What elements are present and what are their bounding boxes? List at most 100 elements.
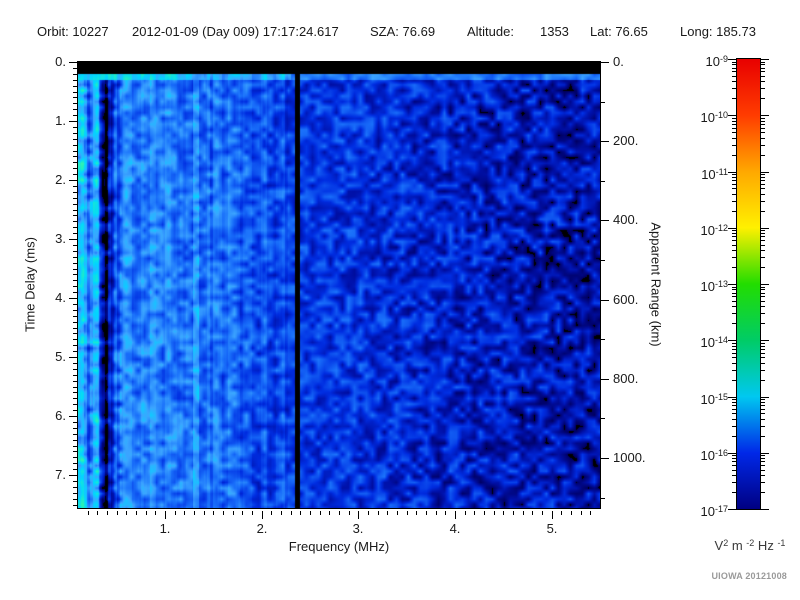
colorbar-minor-tick (761, 184, 765, 185)
x-axis-minor-tick (523, 511, 524, 515)
y-left-minor-tick (73, 280, 77, 281)
x-axis-minor-tick (146, 511, 147, 515)
colorbar-minor-tick (732, 419, 736, 420)
colorbar-minor-tick (732, 88, 736, 89)
colorbar-minor-tick (761, 174, 765, 175)
y-left-minor-tick (73, 434, 77, 435)
colorbar-minor-tick (732, 405, 736, 406)
colorbar-minor-tick (732, 346, 736, 347)
y-right-major-tick (601, 458, 609, 459)
colorbar-minor-tick (761, 455, 765, 456)
colorbar-major-tick (761, 284, 769, 285)
colorbar-minor-tick (761, 470, 765, 471)
colorbar-minor-tick (732, 289, 736, 290)
x-axis-minor-tick (465, 511, 466, 515)
y-left-minor-tick (73, 398, 77, 399)
y-right-major-tick (601, 62, 609, 63)
y-left-minor-tick (73, 227, 77, 228)
y-left-minor-tick (73, 499, 77, 500)
colorbar-minor-tick (761, 296, 765, 297)
colorbar-minor-tick (732, 180, 736, 181)
colorbar-minor-tick (761, 211, 765, 212)
colorbar-minor-tick (732, 461, 736, 462)
y-left-minor-tick (73, 451, 77, 452)
colorbar-minor-tick (732, 236, 736, 237)
colorbar-minor-tick (732, 470, 736, 471)
y-left-tick-label: 6. (55, 408, 66, 423)
x-axis-minor-tick (571, 511, 572, 515)
y-left-minor-tick (73, 186, 77, 187)
y-left-minor-tick (73, 422, 77, 423)
colorbar-minor-tick (732, 138, 736, 139)
colorbar-minor-tick (732, 98, 736, 99)
altitude-field: Altitude: 1353 (467, 24, 569, 39)
datetime-field: 2012-01-09 (Day 009) 17:17:24.617 (132, 24, 339, 39)
x-axis-minor-tick (329, 511, 330, 515)
y-left-minor-tick (73, 174, 77, 175)
long-value: 185.73 (716, 24, 756, 39)
colorbar-minor-tick (761, 475, 765, 476)
x-axis-label: Frequency (MHz) (288, 539, 390, 554)
y-left-minor-tick (73, 375, 77, 376)
colorbar-minor-tick (732, 81, 736, 82)
y-right-tick-label: 200. (613, 133, 639, 148)
y-right-major-tick (601, 220, 609, 221)
colorbar-minor-tick (761, 188, 765, 189)
colorbar-minor-tick (761, 76, 765, 77)
y-left-minor-tick (73, 404, 77, 405)
colorbar-tick-label: 10-9 (705, 54, 728, 69)
y-left-minor-tick (73, 103, 77, 104)
colorbar-minor-tick (761, 399, 765, 400)
y-right-minor-tick (601, 498, 605, 499)
x-axis-tick-label: 4. (449, 521, 461, 536)
y-right-tick-label: 1000. (613, 450, 646, 465)
sza-field: SZA: 76.69 (370, 24, 435, 39)
colorbar-minor-tick (732, 475, 736, 476)
x-axis-minor-tick (88, 511, 89, 515)
colorbar-minor-tick (732, 402, 736, 403)
x-axis-major-tick (358, 511, 359, 519)
colorbar-minor-tick (732, 296, 736, 297)
colorbar-minor-tick (761, 64, 765, 65)
y-right-minor-tick (601, 418, 605, 419)
colorbar-minor-tick (732, 492, 736, 493)
colorbar-major-tick (761, 397, 769, 398)
colorbar-minor-tick (761, 492, 765, 493)
colorbar-minor-tick (732, 201, 736, 202)
colorbar-minor-tick (732, 409, 736, 410)
y-left-tick-label: 3. (55, 231, 66, 246)
colorbar-minor-tick (761, 313, 765, 314)
y-left-minor-tick (73, 251, 77, 252)
y-left-tick-label: 7. (55, 467, 66, 482)
colorbar-minor-tick (732, 323, 736, 324)
colorbar-minor-tick (761, 230, 765, 231)
y-left-minor-tick (73, 505, 77, 506)
colorbar-minor-tick (732, 145, 736, 146)
colorbar-minor-tick (732, 233, 736, 234)
y-left-minor-tick (73, 198, 77, 199)
x-axis-minor-tick (107, 511, 108, 515)
colorbar-minor-tick (761, 68, 765, 69)
colorbar (736, 58, 761, 510)
y-left-minor-tick (73, 263, 77, 264)
y-left-minor-tick (73, 469, 77, 470)
x-axis-major-tick (262, 511, 263, 519)
y-left-major-tick (69, 180, 77, 181)
colorbar-minor-tick (761, 413, 765, 414)
x-axis-minor-tick (426, 511, 427, 515)
colorbar-minor-tick (732, 68, 736, 69)
colorbar-major-tick (728, 115, 736, 116)
colorbar-minor-tick (732, 293, 736, 294)
x-axis-minor-tick (378, 511, 379, 515)
y-left-minor-tick (73, 97, 77, 98)
x-axis-minor-tick (97, 511, 98, 515)
colorbar-minor-tick (732, 343, 736, 344)
colorbar-major-tick (761, 453, 769, 454)
orbit-field: Orbit: 10227 (37, 24, 109, 39)
y-left-major-tick (69, 475, 77, 476)
y-left-minor-tick (73, 221, 77, 222)
x-axis-minor-tick (271, 511, 272, 515)
long-label: Long: (680, 24, 713, 39)
x-axis-minor-tick (561, 511, 562, 515)
x-axis-minor-tick (117, 511, 118, 515)
